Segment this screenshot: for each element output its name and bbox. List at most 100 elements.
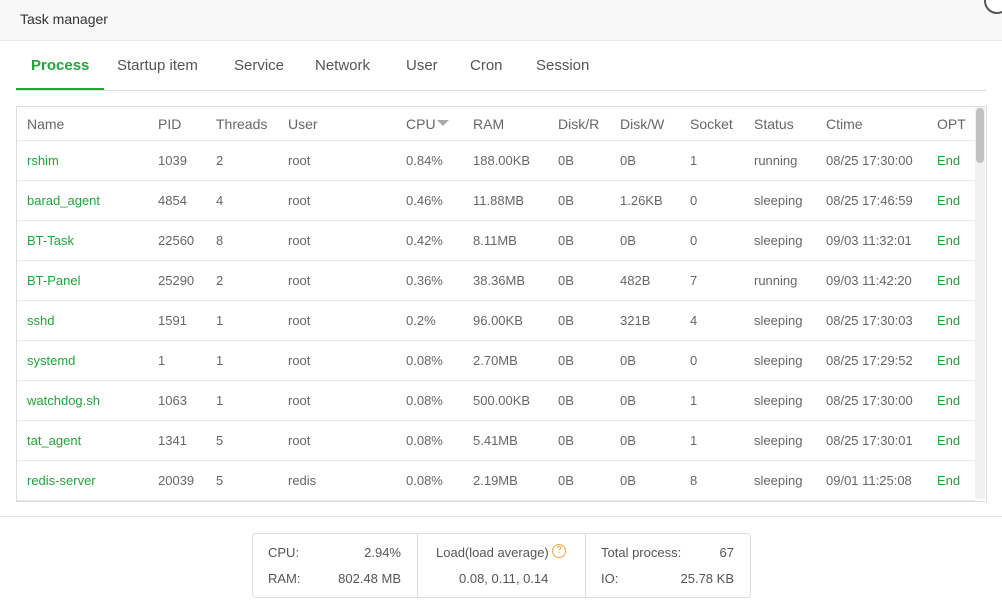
column-header: RAM (473, 116, 505, 132)
cell: sleeping (754, 433, 803, 448)
cell: 1063 (158, 393, 187, 408)
cell: 0.46% (406, 193, 443, 208)
cell: 0B (558, 353, 574, 368)
cell: root (288, 273, 311, 288)
io-value: 25.78 KB (680, 571, 735, 586)
cell: 0B (620, 153, 636, 168)
tab[interactable]: Process (31, 57, 90, 74)
title-bar (0, 0, 1002, 41)
cell: 11.88MB (473, 193, 525, 208)
row-line (17, 460, 975, 461)
column-header: Socket (690, 116, 733, 132)
column-header: Name (27, 116, 65, 132)
cell: tat_agent (27, 433, 82, 448)
cell: root (288, 313, 311, 328)
cell: sleeping (754, 353, 803, 368)
cell: 1341 (158, 433, 187, 448)
row-line (17, 500, 975, 501)
cell: sshd (27, 313, 55, 328)
column-header: Ctime (826, 116, 863, 132)
cell: running (754, 153, 798, 168)
load-value: 0.08, 0.11, 0.14 (459, 571, 549, 586)
close-button[interactable] (984, 0, 1002, 14)
cell: sleeping (754, 473, 803, 488)
cell: 5.41MB (473, 433, 518, 448)
row-line (17, 300, 975, 301)
cell: 20039 (158, 473, 195, 488)
row-line (17, 220, 975, 221)
cell: 2.70MB (473, 353, 518, 368)
cell: 0.08% (406, 433, 443, 448)
cell: 0B (620, 433, 636, 448)
ram-label: RAM: (268, 571, 301, 586)
cell: 22560 (158, 233, 195, 248)
tab[interactable]: Cron (470, 57, 503, 74)
end-button[interactable]: End (937, 193, 961, 208)
tab[interactable]: Network (315, 57, 371, 74)
column-header: User (288, 116, 318, 132)
cell: root (288, 153, 311, 168)
tab[interactable]: User (406, 57, 438, 74)
tab[interactable]: Service (234, 57, 285, 74)
tab[interactable]: Session (536, 57, 590, 74)
column-header: Status (754, 116, 794, 132)
cell: root (288, 393, 311, 408)
cell: 0B (558, 473, 574, 488)
cell: 0B (620, 353, 636, 368)
end-button[interactable]: End (937, 313, 961, 328)
row-line (17, 340, 975, 341)
cell: root (288, 193, 311, 208)
end-button[interactable]: End (937, 153, 961, 168)
cell: sleeping (754, 393, 803, 408)
cell: 7 (690, 273, 698, 288)
end-button[interactable]: End (937, 393, 961, 408)
cell: sleeping (754, 313, 803, 328)
cpu-label: CPU: (268, 545, 300, 560)
cell: running (754, 273, 798, 288)
cell: 0.08% (406, 353, 443, 368)
column-header: PID (158, 116, 182, 132)
sort-arrow[interactable] (437, 120, 449, 126)
cell: 38.36MB (473, 273, 526, 288)
cell: 0 (690, 193, 698, 208)
end-button[interactable]: End (937, 233, 961, 248)
cell: 8 (216, 233, 224, 248)
cell: 0.2% (406, 313, 436, 328)
end-button[interactable]: End (937, 273, 961, 288)
end-button[interactable]: End (937, 433, 961, 448)
help-icon[interactable]: ? (552, 544, 566, 558)
cell: 1 (158, 353, 166, 368)
tab-divider (16, 90, 986, 91)
cell: 09/01 11:25:08 (826, 473, 912, 488)
cell: BT-Panel (27, 273, 81, 288)
cell: 2 (216, 153, 224, 168)
cell: 2 (216, 273, 224, 288)
cell: 482B (620, 273, 651, 288)
column-header[interactable]: CPU (406, 116, 436, 132)
cell: sleeping (754, 193, 803, 208)
cell: 0B (620, 393, 636, 408)
cell: barad_agent (27, 193, 101, 208)
cell: 0B (558, 313, 574, 328)
cell: systemd (27, 353, 76, 368)
column-header: Disk/W (620, 116, 665, 132)
end-button[interactable]: End (937, 473, 961, 488)
cell: 08/25 17:29:52 (826, 353, 913, 368)
header-line (17, 140, 975, 141)
cell: 1039 (158, 153, 187, 168)
cell: 0B (620, 473, 636, 488)
separator (585, 534, 586, 597)
process-table: Name PID Threads User CPU RAM Disk/R Disk/W Sock… (16, 106, 987, 502)
cell: 0B (558, 193, 574, 208)
column-header: OPT (937, 116, 966, 132)
column-header: Disk/R (558, 116, 600, 132)
cell: 8 (690, 473, 698, 488)
cell: 0B (558, 273, 574, 288)
end-button[interactable]: End (937, 353, 961, 368)
cell: 09/03 11:32:01 (826, 233, 912, 248)
ram-value: 802.48 MB (338, 571, 401, 586)
window-title: Task manager (20, 11, 108, 27)
tab[interactable]: Startup item (117, 57, 198, 74)
scrollbar-thumb[interactable] (976, 108, 984, 163)
